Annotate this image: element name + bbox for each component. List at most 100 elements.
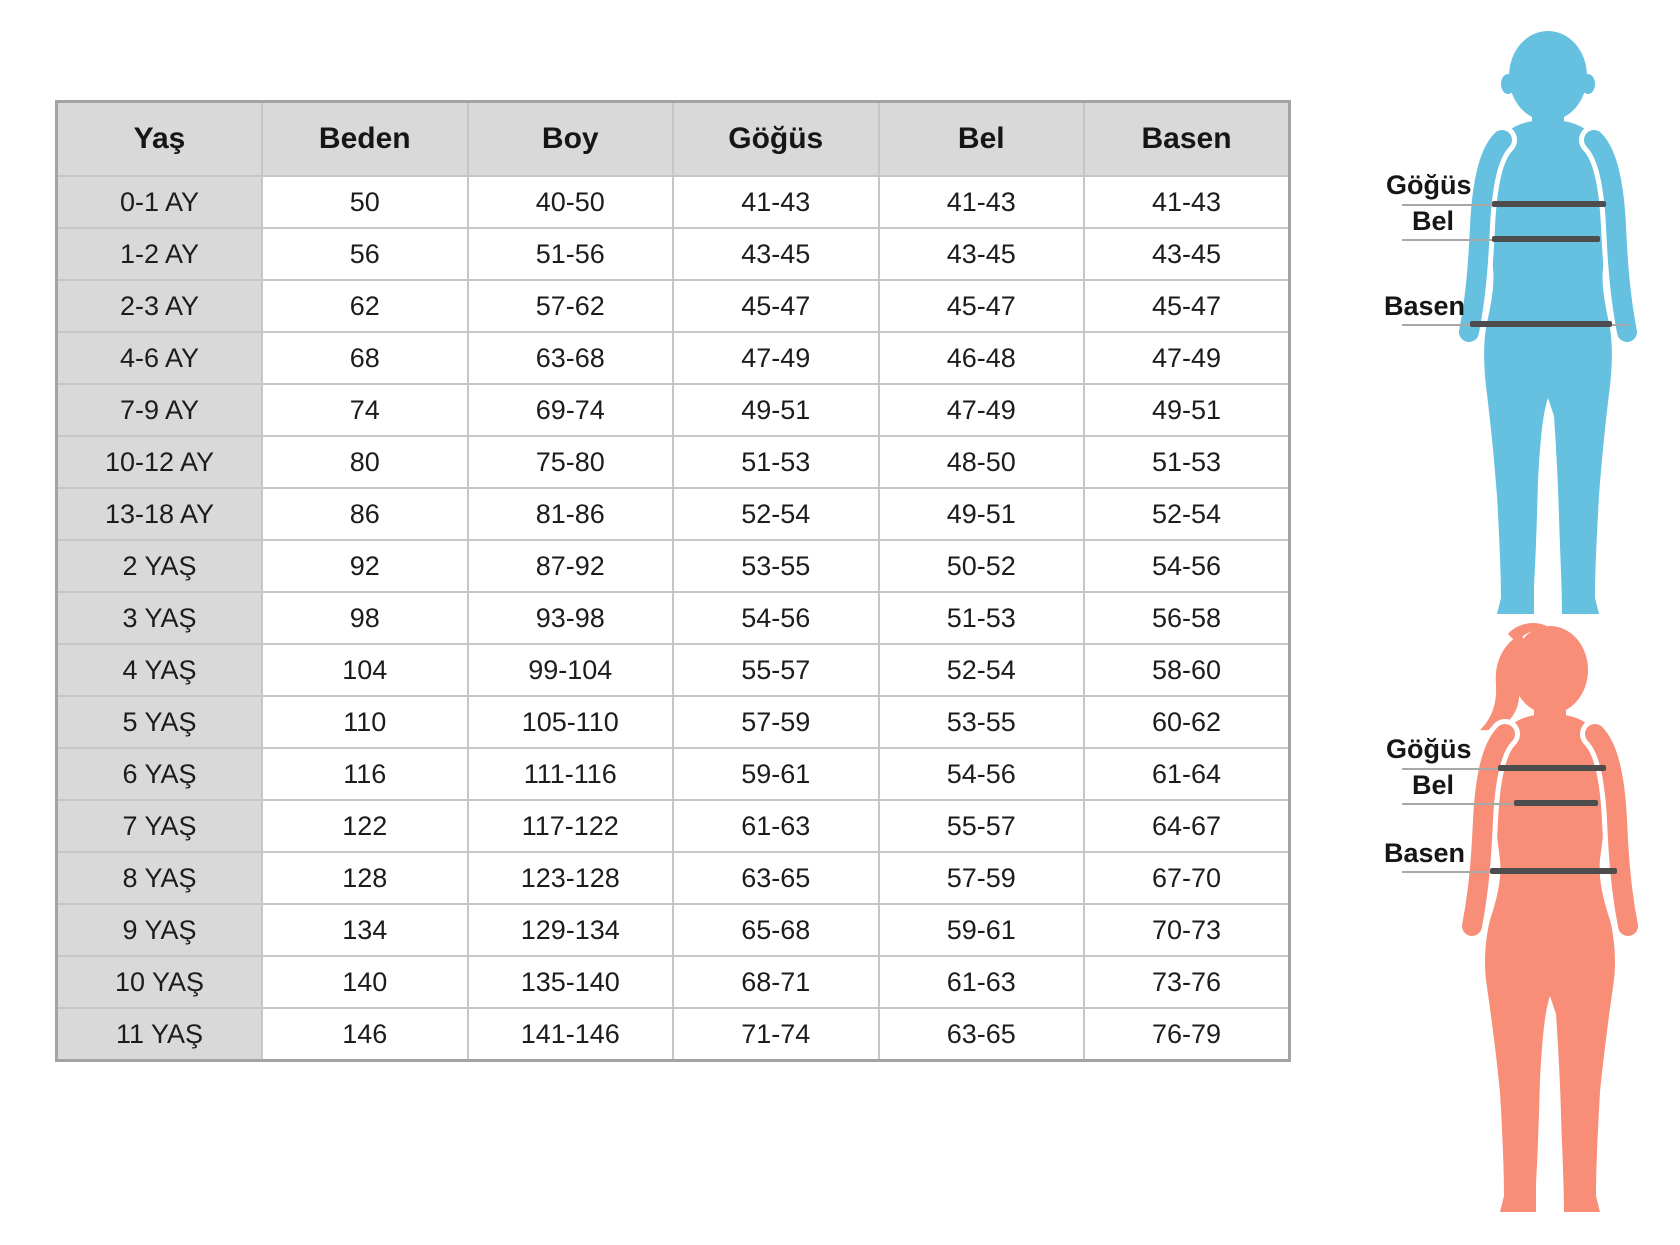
value-cell: 51-56 (466, 227, 674, 281)
table-row: 3 YAŞ 98 93-98 54-56 51-53 56-58 (55, 591, 1291, 645)
value-cell: 43-45 (877, 227, 1085, 281)
column-header: Yaş (55, 100, 263, 177)
column-header: Beden (261, 100, 469, 177)
size-table-body: 0-1 AY 50 40-50 41-43 41-43 41-43 1-2 AY 56 51-5… (55, 175, 1291, 1062)
boy-chest-label: Göğüs (1386, 170, 1472, 200)
boy-hip-label: Basen (1384, 291, 1466, 321)
boy-hip-measure-line (1470, 321, 1612, 327)
value-cell: 122 (261, 799, 469, 853)
value-cell: 56-58 (1083, 591, 1291, 645)
value-cell: 87-92 (466, 539, 674, 593)
value-cell: 43-45 (1083, 227, 1291, 281)
value-cell: 59-61 (672, 747, 880, 801)
table-row: 6 YAŞ 116 111-116 59-61 54-56 61-64 (55, 747, 1291, 801)
value-cell: 135-140 (466, 955, 674, 1009)
header-row: Yaş Beden Boy Göğüs Bel Basen (55, 100, 1291, 177)
table-row: 5 YAŞ 110 105-110 57-59 53-55 60-62 (55, 695, 1291, 749)
value-cell: 47-49 (1083, 331, 1291, 385)
row-label-cell: 8 YAŞ (55, 851, 263, 905)
value-cell: 40-50 (466, 175, 674, 229)
value-cell: 67-70 (1083, 851, 1291, 905)
boy-body-shape (1454, 31, 1642, 614)
value-cell: 128 (261, 851, 469, 905)
row-label-cell: 4 YAŞ (55, 643, 263, 697)
value-cell: 59-61 (877, 903, 1085, 957)
column-header: Basen (1083, 100, 1291, 177)
girl-waist-leader-line (1402, 803, 1600, 805)
value-cell: 41-43 (1083, 175, 1291, 229)
value-cell: 63-65 (672, 851, 880, 905)
value-cell: 51-53 (1083, 435, 1291, 489)
value-cell: 46-48 (877, 331, 1085, 385)
value-cell: 49-51 (672, 383, 880, 437)
girl-hip-measure-line (1490, 868, 1617, 874)
value-cell: 61-64 (1083, 747, 1291, 801)
value-cell: 41-43 (877, 175, 1085, 229)
table-row: 13-18 AY 86 81-86 52-54 49-51 52-54 (55, 487, 1291, 541)
value-cell: 54-56 (672, 591, 880, 645)
row-label-cell: 10 YAŞ (55, 955, 263, 1009)
value-cell: 73-76 (1083, 955, 1291, 1009)
value-cell: 57-62 (466, 279, 674, 333)
girl-hip-label: Basen (1384, 838, 1466, 868)
value-cell: 50-52 (877, 539, 1085, 593)
value-cell: 52-54 (877, 643, 1085, 697)
value-cell: 53-55 (672, 539, 880, 593)
table-row: 8 YAŞ 128 123-128 63-65 57-59 67-70 (55, 851, 1291, 905)
girl-chest-label: Göğüs (1386, 734, 1472, 764)
row-label-cell: 3 YAŞ (55, 591, 263, 645)
value-cell: 63-68 (466, 331, 674, 385)
girl-body-shape (1457, 622, 1643, 1212)
table-row: 1-2 AY 56 51-56 43-45 43-45 43-45 (55, 227, 1291, 281)
value-cell: 55-57 (877, 799, 1085, 853)
value-cell: 54-56 (877, 747, 1085, 801)
table-row: 11 YAŞ 146 141-146 71-74 63-65 76-79 (55, 1007, 1291, 1062)
row-label-cell: 6 YAŞ (55, 747, 263, 801)
value-cell: 140 (261, 955, 469, 1009)
value-cell: 45-47 (1083, 279, 1291, 333)
value-cell: 63-65 (877, 1007, 1085, 1062)
row-label-cell: 7 YAŞ (55, 799, 263, 853)
value-cell: 104 (261, 643, 469, 697)
girl-silhouette-figure (1457, 622, 1643, 1212)
size-table: Yaş Beden Boy Göğüs Bel Basen 0-1 AY 50 40-50 41… (55, 100, 1291, 1062)
value-cell: 129-134 (466, 903, 674, 957)
table-row: 0-1 AY 50 40-50 41-43 41-43 41-43 (55, 175, 1291, 229)
boy-waist-measure-line (1492, 236, 1600, 242)
value-cell: 69-74 (466, 383, 674, 437)
boy-waist-label: Bel (1412, 206, 1455, 236)
value-cell: 60-62 (1083, 695, 1291, 749)
value-cell: 105-110 (466, 695, 674, 749)
value-cell: 98 (261, 591, 469, 645)
row-label-cell: 9 YAŞ (55, 903, 263, 957)
row-label-cell: 7-9 AY (55, 383, 263, 437)
table-row: 7 YAŞ 122 117-122 61-63 55-57 64-67 (55, 799, 1291, 853)
value-cell: 47-49 (877, 383, 1085, 437)
boy-silhouette-figure (1454, 31, 1642, 614)
value-cell: 86 (261, 487, 469, 541)
value-cell: 62 (261, 279, 469, 333)
value-cell: 48-50 (877, 435, 1085, 489)
value-cell: 116 (261, 747, 469, 801)
column-header: Bel (877, 100, 1085, 177)
value-cell: 92 (261, 539, 469, 593)
value-cell: 75-80 (466, 435, 674, 489)
value-cell: 71-74 (672, 1007, 880, 1062)
row-label-cell: 10-12 AY (55, 435, 263, 489)
value-cell: 43-45 (672, 227, 880, 281)
girl-chest-measure-line (1498, 765, 1606, 771)
size-table-header: Yaş Beden Boy Göğüs Bel Basen (55, 100, 1291, 177)
value-cell: 52-54 (1083, 487, 1291, 541)
table-row: 4 YAŞ 104 99-104 55-57 52-54 58-60 (55, 643, 1291, 697)
value-cell: 76-79 (1083, 1007, 1291, 1062)
value-cell: 123-128 (466, 851, 674, 905)
value-cell: 110 (261, 695, 469, 749)
value-cell: 111-116 (466, 747, 674, 801)
table-row: 10 YAŞ 140 135-140 68-71 61-63 73-76 (55, 955, 1291, 1009)
table-row: 9 YAŞ 134 129-134 65-68 59-61 70-73 (55, 903, 1291, 957)
value-cell: 70-73 (1083, 903, 1291, 957)
row-label-cell: 0-1 AY (55, 175, 263, 229)
value-cell: 49-51 (1083, 383, 1291, 437)
girl-waist-measure-line (1514, 800, 1598, 806)
row-label-cell: 13-18 AY (55, 487, 263, 541)
